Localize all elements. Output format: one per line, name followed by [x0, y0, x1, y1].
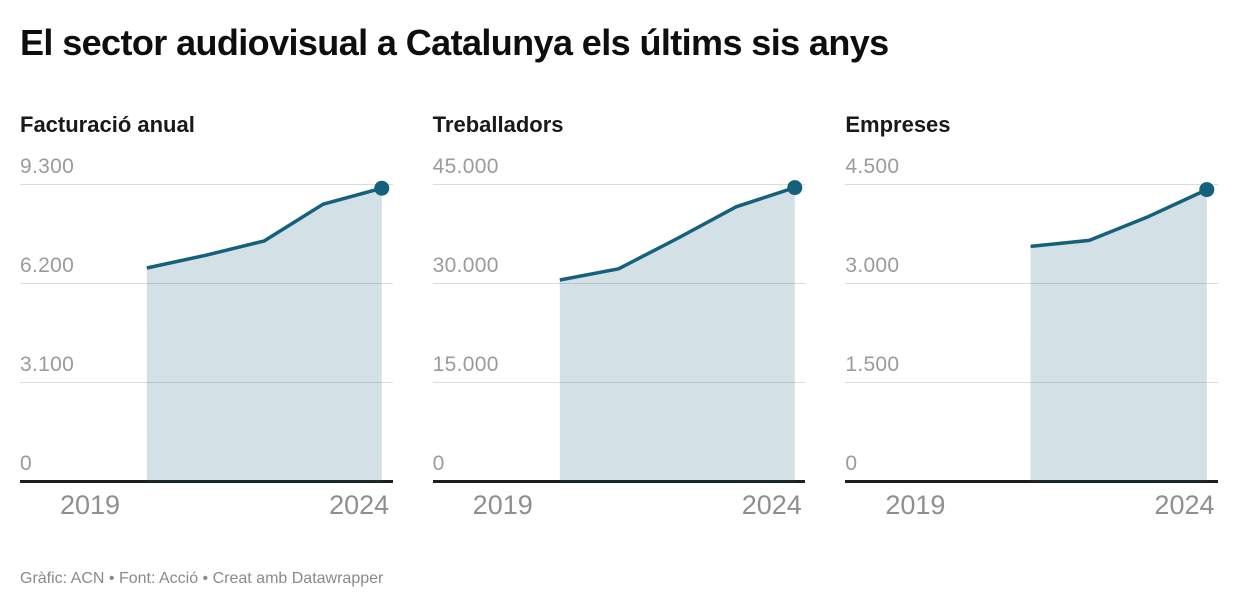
- area-fill: [1030, 189, 1208, 482]
- y-tick-label: 3.100: [20, 352, 75, 376]
- x-tick-label-2019: 2019: [472, 489, 533, 520]
- chart-subtitle-facturacio-anual: Facturació anual: [20, 112, 195, 138]
- gridline: [432, 382, 806, 384]
- end-point-marker: [1199, 181, 1215, 197]
- plot-area-treballadors: 45.000 30.000 15.000 0: [432, 156, 806, 483]
- plot-area-facturacio-anual: 9.300 6.200 3.100 0: [20, 156, 393, 483]
- gridline: [845, 382, 1219, 384]
- x-axis-labels-facturacio-anual: 2019 2024: [20, 489, 393, 521]
- chart-subtitle-treballadors: Treballadors: [432, 112, 564, 138]
- x-tick-label-2024: 2024: [741, 489, 802, 520]
- end-point-marker: [374, 180, 390, 196]
- x-axis-labels-empreses: 2019 2024: [845, 489, 1218, 521]
- x-axis-baseline: [432, 480, 806, 483]
- y-tick-label: 45.000: [432, 154, 499, 178]
- y-tick-label: 15.000: [432, 352, 499, 376]
- area-fill: [559, 187, 795, 482]
- end-point-marker: [786, 179, 802, 195]
- y-tick-label: 1.500: [845, 352, 900, 376]
- y-tick-label: 0: [432, 451, 445, 475]
- x-tick-label-2024: 2024: [329, 489, 390, 520]
- x-tick-label-2019: 2019: [60, 489, 121, 520]
- gridline: [20, 283, 393, 285]
- gridline: [845, 283, 1219, 285]
- chart-card-empreses: Empreses 4.500 3.000 1.500 0 2019 2024: [845, 112, 1219, 521]
- y-tick-label: 4.500: [845, 154, 900, 178]
- y-tick-label: 0: [845, 451, 858, 475]
- y-tick-label: 6.200: [20, 253, 75, 277]
- page-title: El sector audiovisual a Catalunya els úl…: [20, 22, 889, 63]
- gridline: [845, 184, 1219, 186]
- plot-area-empreses: 4.500 3.000 1.500 0: [845, 156, 1219, 483]
- x-tick-label-2019: 2019: [885, 489, 946, 520]
- gridline: [20, 382, 393, 384]
- chart-card-facturacio-anual: Facturació anual 9.300 6.200 3.100 0 2019 20…: [20, 113, 393, 520]
- gridline: [20, 184, 393, 186]
- series-svg: [1030, 181, 1215, 482]
- y-tick-label: 0: [20, 451, 32, 475]
- area-fill: [146, 187, 382, 482]
- chart-subtitle-empreses: Empreses: [845, 112, 951, 138]
- x-axis-baseline: [20, 480, 393, 483]
- gridline: [432, 184, 806, 186]
- trend-line: [146, 186, 383, 270]
- small-multiples-row: Facturació anual 9.300 6.200 3.100 0 2019 20…: [20, 112, 1219, 521]
- credit-line: Gràfic: ACN • Font: Acció • Creat amb Da…: [20, 569, 384, 587]
- x-axis-baseline: [845, 480, 1219, 483]
- trend-line: [559, 185, 796, 282]
- series-svg: [146, 180, 390, 482]
- series-svg: [559, 179, 802, 482]
- x-tick-label-2024: 2024: [1154, 489, 1215, 520]
- trend-line: [1030, 187, 1208, 248]
- y-tick-label: 30.000: [432, 253, 499, 277]
- y-tick-label: 3.000: [845, 253, 900, 277]
- gridline: [432, 283, 806, 285]
- x-axis-labels-treballadors: 2019 2024: [433, 489, 806, 521]
- chart-card-treballadors: Treballadors 45.000 30.000 15.000 0 2019 202…: [432, 112, 806, 521]
- y-tick-label: 9.300: [20, 154, 75, 178]
